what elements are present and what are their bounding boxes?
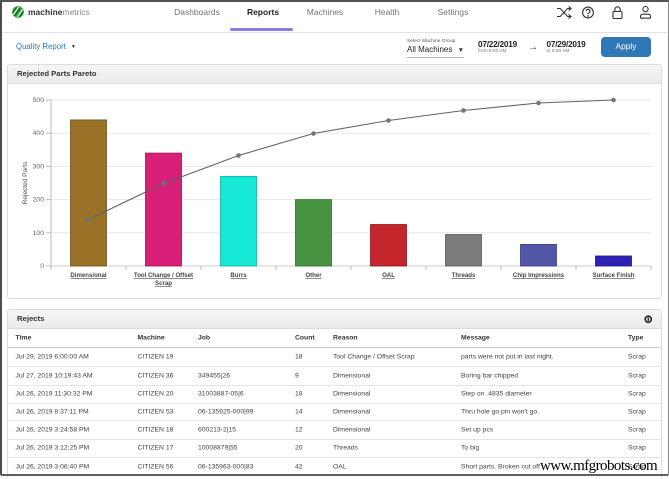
- svg-text:400: 400: [33, 130, 45, 137]
- svg-text:Chip Impressions: Chip Impressions: [513, 272, 565, 279]
- svg-text:200: 200: [33, 196, 45, 203]
- svg-text:0: 0: [40, 263, 44, 270]
- svg-text:Threads: Threads: [452, 272, 476, 279]
- svg-text:Surface Finish: Surface Finish: [593, 272, 635, 279]
- svg-text:300: 300: [33, 163, 45, 170]
- svg-text:Dimensional: Dimensional: [70, 272, 107, 279]
- svg-text:Other: Other: [305, 272, 322, 279]
- svg-text:Tool Change / Offset: Tool Change / Offset: [134, 272, 193, 279]
- svg-text:Burrs: Burrs: [230, 272, 247, 279]
- svg-text:500: 500: [33, 97, 45, 104]
- svg-text:100: 100: [33, 229, 45, 236]
- svg-text:Scrap: Scrap: [155, 280, 172, 287]
- svg-text:OAL: OAL: [382, 272, 395, 279]
- svg-text:Rejected Parts: Rejected Parts: [22, 160, 29, 203]
